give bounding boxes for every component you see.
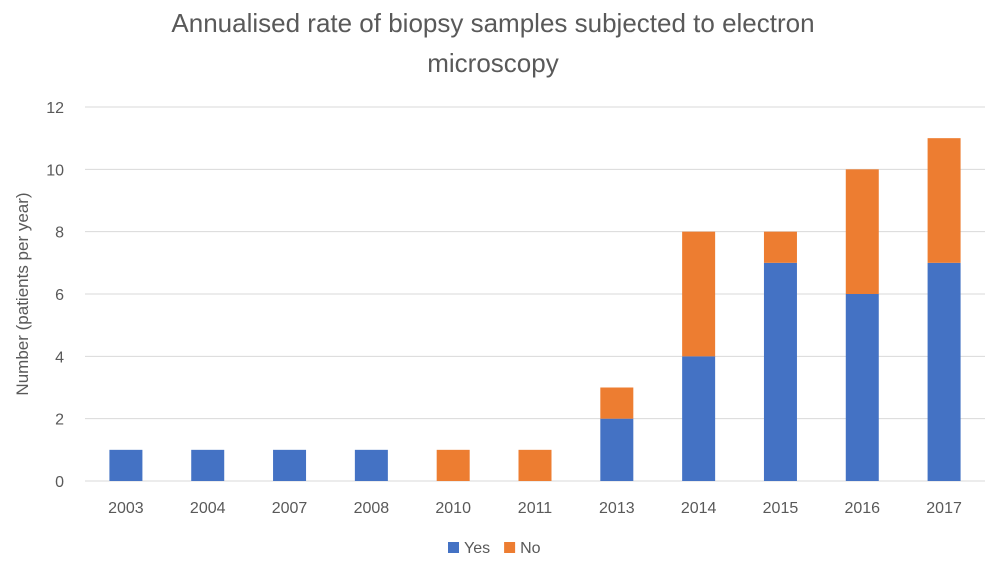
- x-tick-label: 2004: [190, 500, 226, 517]
- y-tick-label: 2: [55, 412, 64, 429]
- y-tick-label: 10: [46, 162, 64, 179]
- bar-yes-2014: [682, 356, 716, 481]
- x-axis-ticks: 2003 2004 2007 2008 2010 2011 2013 2014 2015 2016…: [108, 500, 962, 517]
- bar-yes-2003: [109, 449, 143, 481]
- bar-yes-2015: [763, 262, 797, 481]
- y-axis-ticks: 0 2 4 6 8 10 12: [46, 100, 64, 491]
- legend-label-no: No: [520, 540, 541, 557]
- gridlines: [85, 106, 985, 482]
- y-tick-label: 8: [55, 225, 64, 242]
- y-tick-label: 12: [46, 100, 64, 117]
- x-tick-label: 2007: [272, 500, 308, 517]
- y-axis-label: Number (patients per year): [13, 192, 32, 395]
- bar-yes-2004: [191, 449, 225, 481]
- legend: Yes No: [448, 540, 541, 557]
- y-tick-label: 4: [55, 349, 64, 366]
- x-tick-label: 2003: [108, 500, 144, 517]
- x-tick-label: 2015: [763, 500, 799, 517]
- x-tick-label: 2016: [844, 500, 880, 517]
- y-tick-label: 0: [55, 474, 64, 491]
- bar-no-2015: [763, 231, 797, 263]
- bar-yes-2017: [927, 262, 961, 481]
- bar-no-2014: [682, 231, 716, 357]
- bars: [109, 138, 961, 481]
- bar-no-2010: [436, 449, 470, 481]
- legend-swatch-no: [504, 542, 516, 553]
- chart-title-line-2: microscopy: [427, 48, 558, 78]
- x-tick-label: 2013: [599, 500, 635, 517]
- bar-yes-2016: [845, 294, 879, 481]
- legend-swatch-yes: [448, 542, 459, 553]
- bar-no-2016: [845, 169, 879, 294]
- x-tick-label: 2008: [354, 500, 390, 517]
- x-tick-label: 2017: [926, 500, 962, 517]
- bar-yes-2008: [354, 449, 388, 481]
- x-tick-label: 2011: [518, 500, 553, 517]
- bar-yes-2013: [600, 418, 634, 481]
- bar-no-2011: [518, 449, 552, 481]
- x-tick-label: 2014: [681, 500, 717, 517]
- y-tick-label: 6: [55, 287, 64, 304]
- chart-title-line-1: Annualised rate of biopsy samples subjec…: [171, 8, 814, 38]
- chart-title: Annualised rate of biopsy samples subjec…: [171, 8, 814, 78]
- bar-no-2013: [600, 387, 634, 419]
- x-tick-label: 2010: [435, 500, 471, 517]
- bar-no-2017: [927, 138, 961, 263]
- bar-yes-2007: [273, 449, 307, 481]
- legend-label-yes: Yes: [464, 540, 490, 557]
